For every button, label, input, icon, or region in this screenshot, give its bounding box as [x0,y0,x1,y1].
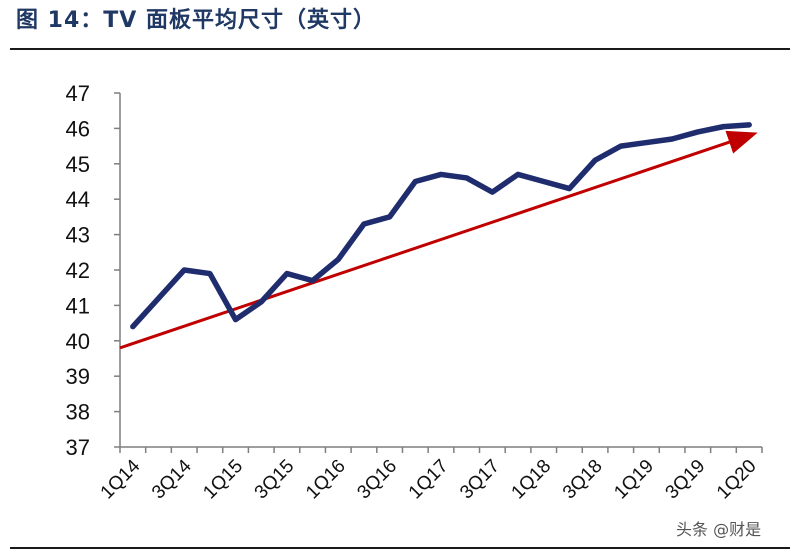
y-tick-label: 43 [66,223,90,248]
watermark: 头条 @财是 [676,520,762,539]
x-tick-label: 1Q18 [508,456,556,504]
series-line [130,122,752,330]
figure-title: 图 14：TV 面板平均尺寸（英寸） [16,8,376,33]
x-tick-label: 1Q16 [302,456,350,504]
x-tick-label: 1Q20 [713,456,761,504]
title-divider [10,48,790,50]
y-tick-label: 39 [66,364,90,389]
x-tick-label: 3Q16 [353,456,401,504]
x-tick-label: 1Q19 [610,456,658,504]
y-tick-label: 37 [66,435,90,460]
y-tick-label: 47 [66,81,90,106]
y-tick-label: 40 [66,329,90,354]
y-tick-label: 38 [66,400,90,425]
x-tick-label: 1Q14 [97,455,145,503]
x-tick-label: 1Q17 [405,456,453,504]
x-tick-label: 3Q17 [456,456,504,504]
x-tick-label: 1Q15 [199,456,247,504]
bottom-divider [10,547,790,549]
x-tick-label: 3Q15 [251,456,299,504]
y-tick-label: 41 [66,293,90,318]
x-tick-label: 3Q14 [148,455,196,503]
y-tick-label: 46 [66,116,90,141]
y-tick-label: 44 [66,187,90,212]
trend-arrow [119,130,758,350]
y-tick-label: 42 [66,258,90,283]
x-tick-label: 3Q18 [559,456,607,504]
y-tick-label: 45 [66,152,90,177]
x-tick-label: 3Q19 [662,456,710,504]
